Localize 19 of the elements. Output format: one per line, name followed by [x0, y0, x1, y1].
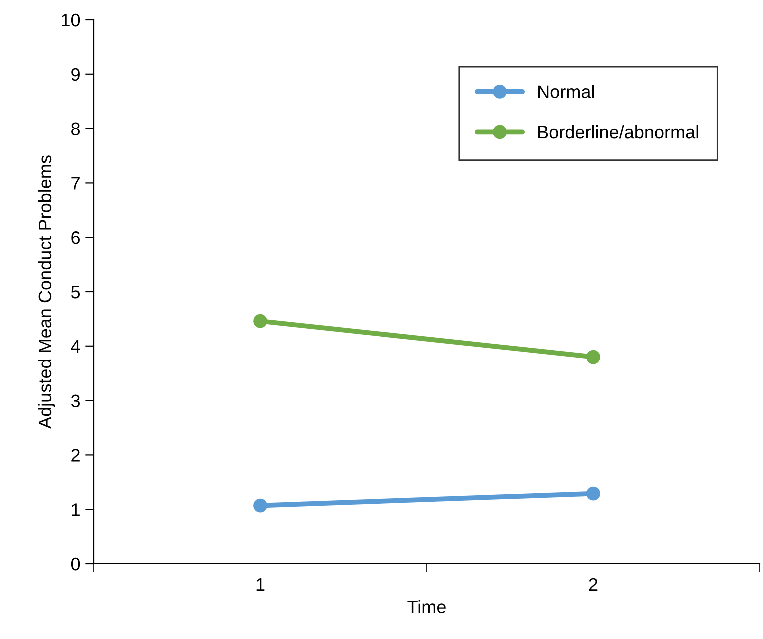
y-tick-label: 6: [72, 232, 80, 244]
y-axis-title: Adjusted Mean Conduct Problems: [38, 156, 56, 429]
y-tick-label: 9: [72, 68, 80, 82]
y-tick-label: 3: [71, 394, 80, 408]
y-tick-label: 4: [71, 340, 80, 353]
point: [254, 498, 268, 513]
point: [254, 314, 268, 328]
y-tick-label: 2: [72, 449, 80, 462]
y-tick-label: 5: [71, 286, 80, 299]
point: [586, 486, 600, 501]
point: [586, 350, 600, 364]
y-tick-label: 10: [62, 14, 80, 27]
legend-label: Normal: [538, 85, 594, 98]
legend-label: Borderline/abnormal: [538, 125, 698, 139]
x-axis-title: Time: [408, 600, 446, 614]
y-tick-label: 0: [71, 558, 80, 571]
y-tick-label: 8: [72, 122, 80, 136]
y-tick-label: 7: [72, 177, 80, 190]
y-tick-label: 1: [72, 504, 80, 516]
